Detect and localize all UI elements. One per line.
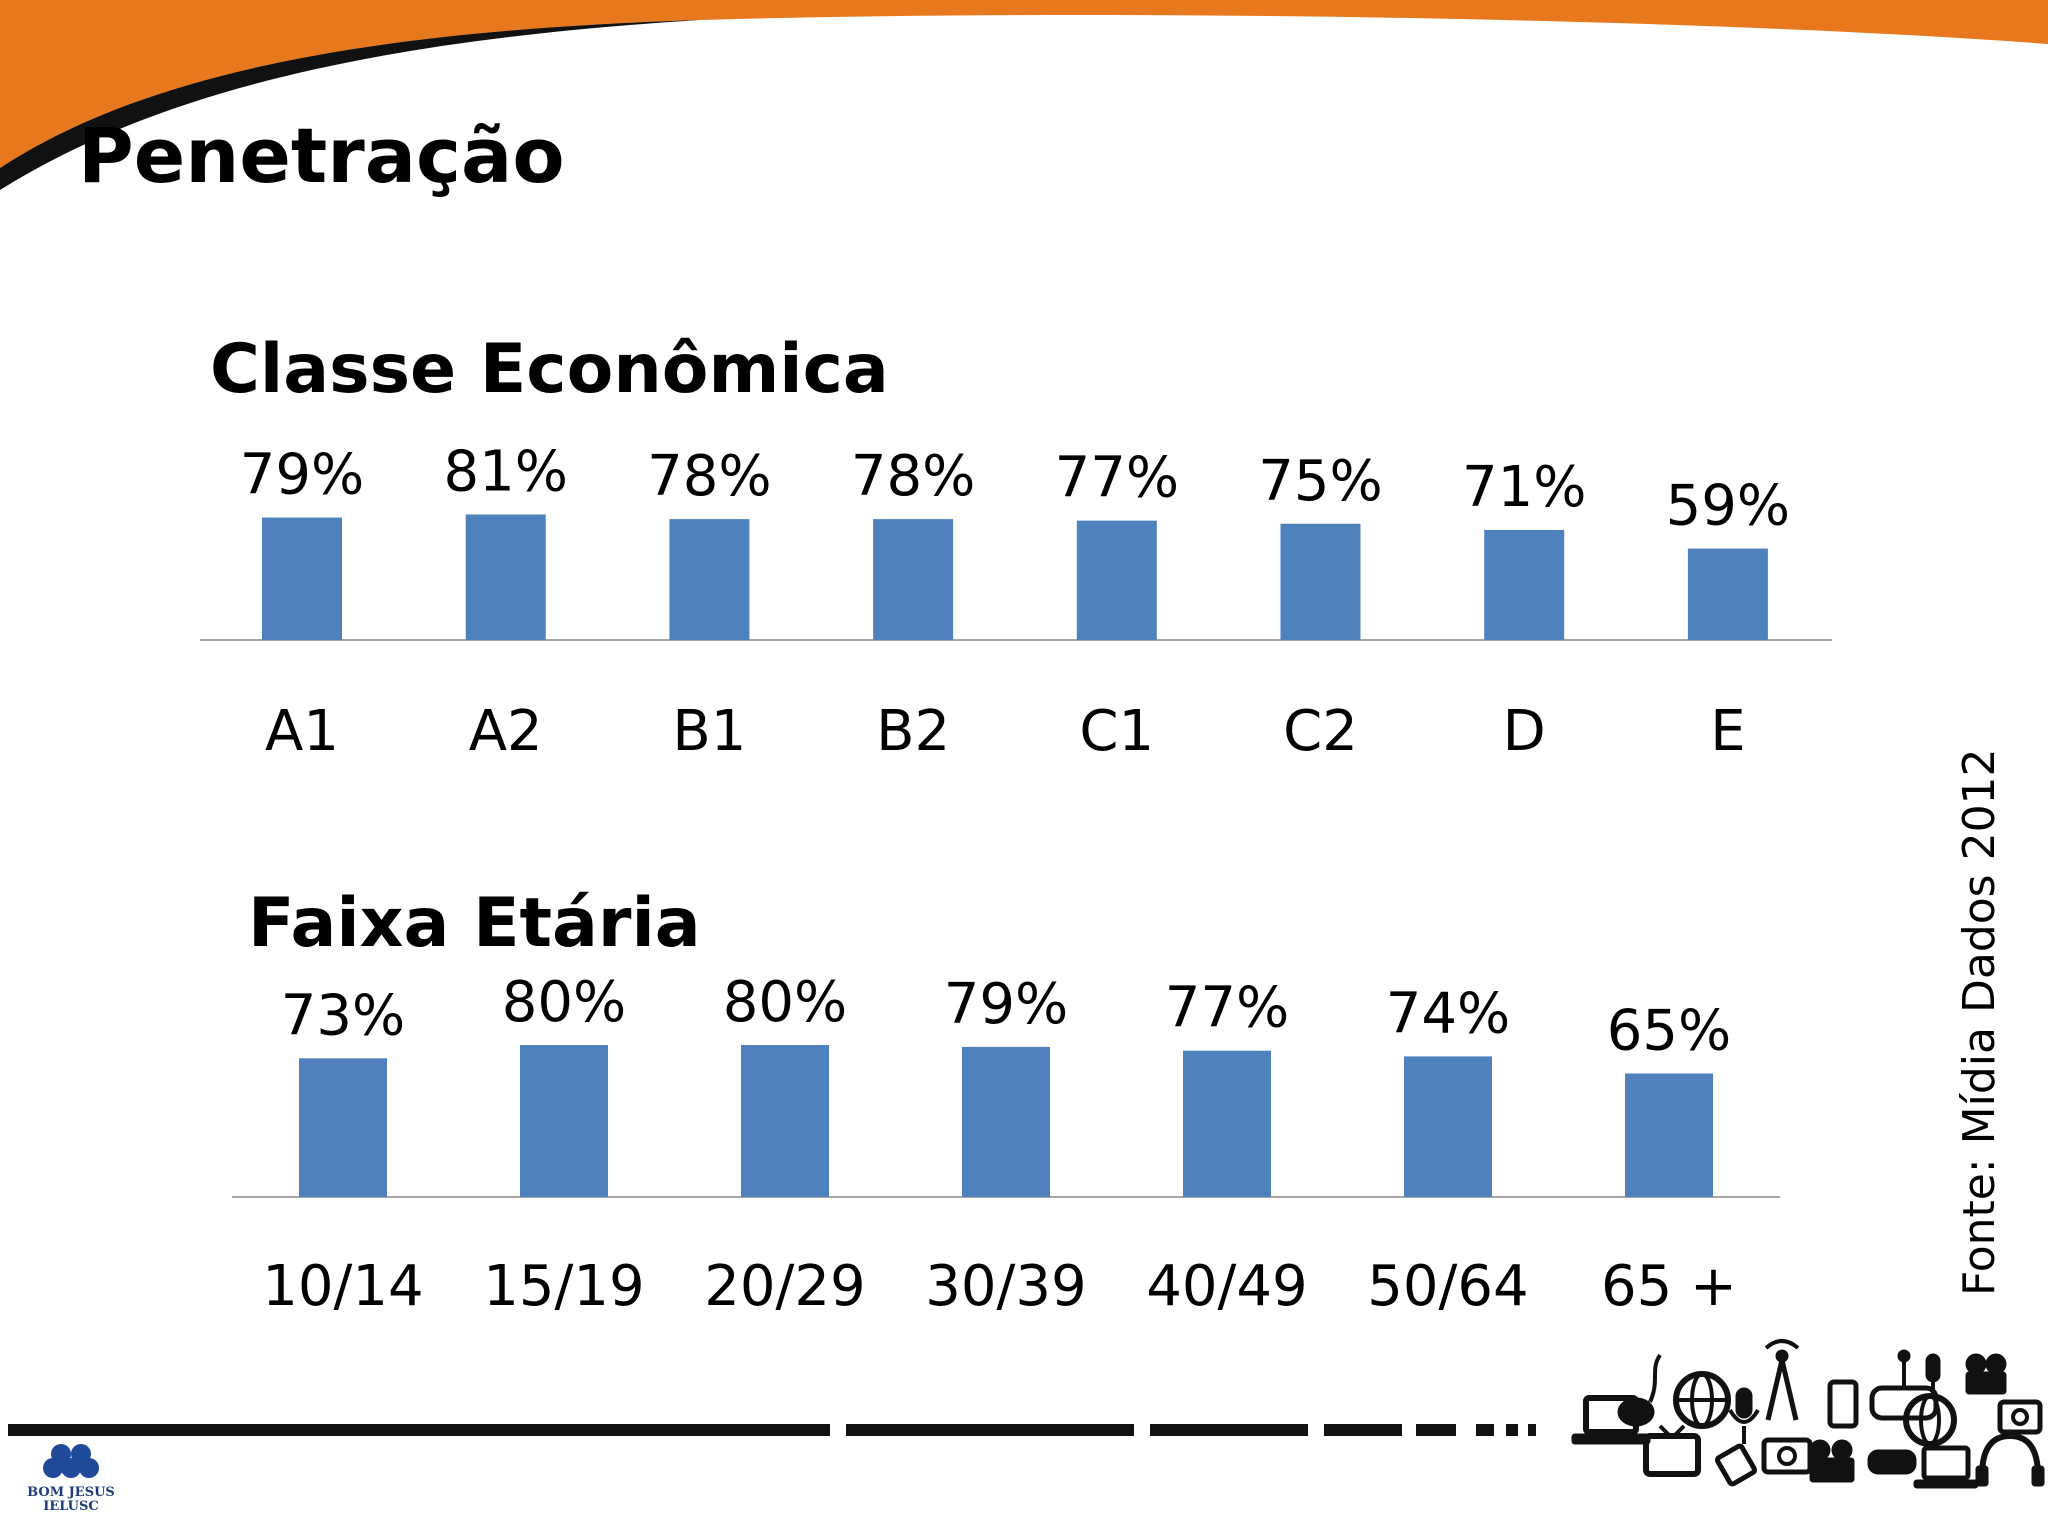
chart-title-classe: Classe Econômica (210, 330, 889, 409)
chart-faixa-etaria: 73% 10/14 80% 15/19 80% 20/29 79% 30/39 77% 40/49… (232, 970, 1780, 1319)
data-label: 75% (1258, 449, 1382, 514)
logo-line2: IELUSC (43, 1498, 99, 1514)
slide-title: Penetração (78, 111, 565, 200)
footer-dash (1506, 1424, 1518, 1436)
source-note: Fonte: Mídia Dados 2012 (1954, 748, 2005, 1296)
bar (1404, 1056, 1492, 1197)
bar (465, 514, 546, 640)
header-swoosh (0, 0, 2048, 190)
category-label: A1 (265, 699, 339, 764)
game-controller-icon (1867, 1349, 1939, 1475)
category-label: 20/29 (704, 1254, 865, 1319)
bar (1625, 1073, 1713, 1197)
footer-dash (1476, 1424, 1494, 1436)
film-camera-icon (1809, 1353, 2007, 1483)
data-label: 78% (647, 444, 771, 509)
data-label: 65% (1607, 999, 1731, 1064)
data-label: 74% (1386, 981, 1510, 1046)
category-label: 30/39 (925, 1254, 1086, 1319)
mouse-icon (1617, 1353, 1662, 1427)
category-label: B2 (876, 699, 950, 764)
category-label: 65 + (1601, 1254, 1737, 1319)
category-label: 15/19 (483, 1254, 644, 1319)
data-label: 77% (1165, 976, 1289, 1041)
bar (520, 1045, 608, 1197)
headphones-icon (1975, 1432, 2045, 1487)
footer-dash (8, 1424, 830, 1436)
data-label: 81% (443, 439, 567, 504)
radio-tower-icon (1764, 1339, 1800, 1421)
data-label: 71% (1462, 455, 1586, 520)
data-label: 78% (851, 444, 975, 509)
data-label: 77% (1055, 446, 1179, 511)
chart-title-faixa: Faixa Etária (248, 884, 701, 963)
header-swoosh-orange (0, 0, 2048, 168)
footer-dash (846, 1424, 1134, 1436)
bar (299, 1058, 387, 1197)
category-label: C1 (1079, 699, 1154, 764)
category-label: C2 (1283, 699, 1358, 764)
category-label: 50/64 (1367, 1254, 1528, 1319)
bar (1280, 523, 1361, 640)
bar (741, 1045, 829, 1197)
bar (1183, 1050, 1271, 1197)
logo: BOM JESUS IELUSC (26, 1438, 116, 1513)
category-label: A2 (469, 699, 543, 764)
data-label: 59% (1666, 474, 1790, 539)
footer-dash (1416, 1424, 1456, 1436)
logo-line1: BOM JESUS (27, 1485, 115, 1500)
data-label: 79% (240, 443, 364, 508)
bar (669, 519, 750, 640)
bar (1076, 520, 1157, 640)
footer-dash (1528, 1424, 1536, 1436)
tv-icon (1643, 1424, 1701, 1477)
category-label: D (1503, 699, 1546, 764)
data-label: 80% (723, 970, 847, 1035)
microphone-icon (1728, 1387, 1760, 1444)
camera-icon (1761, 1399, 2043, 1475)
logo-emblem (43, 1444, 99, 1478)
data-label: 80% (502, 970, 626, 1035)
microphone-icon (1925, 1353, 1941, 1398)
bar (1687, 548, 1768, 640)
category-label: 40/49 (1146, 1254, 1307, 1319)
globe-icon (1673, 1371, 1731, 1429)
bar (873, 519, 954, 640)
category-label: E (1710, 699, 1745, 764)
category-label: 10/14 (262, 1254, 423, 1319)
bar (962, 1046, 1050, 1197)
category-label: B1 (672, 699, 746, 764)
laptop-icon (1571, 1395, 1651, 1445)
phone-icon (1714, 1379, 1859, 1487)
laptop-icon (1913, 1445, 1979, 1489)
bar (262, 517, 342, 640)
header-swoosh-black (0, 20, 700, 190)
footer-dash (1150, 1424, 1308, 1436)
chart-classe-economica: 79% A1 81% A2 78% B1 78% B2 77% C1 75% C2 71% D 59% E (200, 439, 1832, 764)
data-label: 73% (281, 983, 405, 1048)
footer-dash (1324, 1424, 1402, 1436)
bar (1484, 529, 1565, 640)
data-label: 79% (944, 972, 1068, 1037)
globe-icon (1903, 1393, 1957, 1447)
